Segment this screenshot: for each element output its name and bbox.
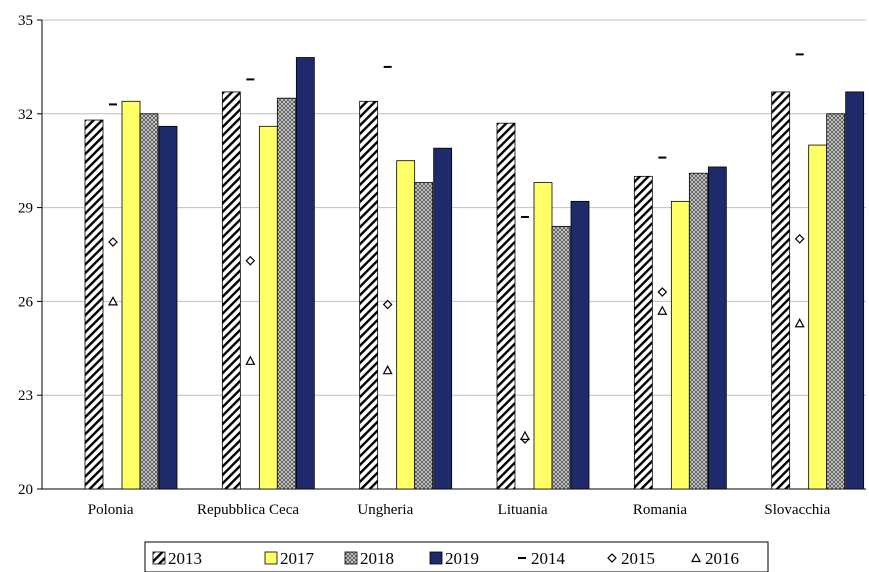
legend-item-2013-label: 2013 bbox=[168, 549, 202, 568]
x-tick-label: Polonia bbox=[88, 502, 134, 518]
bar-2017-repubblica-ceca bbox=[258, 125, 278, 490]
y-tick-label: 29 bbox=[18, 201, 33, 217]
x-tick-label: Lituania bbox=[498, 502, 548, 518]
bar-2019-ungheria bbox=[433, 147, 453, 490]
marker-2016-repubblica-ceca bbox=[245, 355, 256, 365]
legend-item-2014-label: 2014 bbox=[531, 549, 566, 568]
y-tick-label: 23 bbox=[18, 388, 33, 404]
x-tick-label: Slovacchia bbox=[764, 502, 830, 518]
y-tick-label: 32 bbox=[18, 107, 33, 123]
legend-item-2015-swatch bbox=[607, 553, 617, 563]
marker-2016-ungheria bbox=[382, 364, 393, 375]
x-tick-label: Romania bbox=[633, 502, 687, 518]
legend-item-2018-swatch bbox=[344, 551, 358, 565]
bar-2018-slovacchia bbox=[826, 113, 846, 490]
bar-2017-slovacchia bbox=[808, 144, 828, 490]
legend-item-2017-label: 2017 bbox=[280, 549, 315, 568]
marker-2015-polonia bbox=[108, 237, 118, 247]
marker-2016-lituania bbox=[520, 430, 530, 440]
marker-2016-polonia bbox=[108, 296, 118, 306]
legend-item-2016-label: 2016 bbox=[705, 549, 739, 568]
bar-2018-ungheria bbox=[414, 182, 434, 490]
legend-item-2018-label: 2018 bbox=[360, 549, 394, 568]
legend-item-2019-swatch bbox=[429, 551, 443, 565]
x-tick-label: Ungheria bbox=[357, 502, 413, 518]
legend-item-2017-swatch bbox=[264, 551, 278, 565]
y-tick-label: 20 bbox=[18, 482, 33, 498]
bar-2017-romania bbox=[670, 200, 690, 490]
bar-2019-slovacchia bbox=[845, 91, 865, 490]
bar-2013-repubblica-ceca bbox=[221, 91, 241, 490]
legend: 2013 2017 2018 2019 2014 2015 2016 bbox=[144, 541, 769, 572]
legend-box bbox=[144, 541, 769, 572]
x-tick-label: Repubblica Ceca bbox=[197, 502, 299, 518]
bar-2018-repubblica-ceca bbox=[276, 97, 296, 490]
bar-2013-lituania bbox=[496, 122, 516, 490]
legend-item-2016-swatch bbox=[691, 552, 701, 563]
legend-item-2013-swatch bbox=[152, 551, 166, 565]
bar-2017-lituania bbox=[533, 182, 553, 490]
bar-2013-slovacchia bbox=[771, 91, 791, 490]
bar-2018-romania bbox=[688, 172, 708, 490]
bar-2019-polonia bbox=[158, 125, 178, 490]
marker-2015-romania bbox=[657, 287, 668, 297]
y-tick-label: 35 bbox=[18, 13, 33, 29]
marker-2015-repubblica-ceca bbox=[245, 255, 256, 266]
plot-area: 20 23 26 29 32 35 Polonia Repubblica Ceca Ungher… bbox=[18, 13, 866, 518]
legend-item-2015-label: 2015 bbox=[621, 549, 655, 568]
marker-2015-slovacchia bbox=[794, 234, 805, 244]
bar-2019-romania bbox=[707, 166, 727, 490]
bar-2019-repubblica-ceca bbox=[295, 57, 315, 490]
bar-2013-ungheria bbox=[359, 100, 379, 490]
marker-2015-ungheria bbox=[382, 299, 393, 310]
bar-2017-polonia bbox=[121, 100, 141, 490]
marker-2016-slovacchia bbox=[794, 318, 805, 328]
legend-item-2019-label: 2019 bbox=[445, 549, 479, 568]
bar-2018-polonia bbox=[139, 113, 159, 490]
bar-2017-ungheria bbox=[396, 160, 416, 490]
bar-2013-polonia bbox=[84, 119, 104, 490]
bar-2013-romania bbox=[633, 175, 653, 490]
bar-2018-lituania bbox=[551, 225, 571, 490]
marker-2016-romania bbox=[657, 305, 668, 315]
bar-2019-lituania bbox=[570, 200, 590, 490]
y-tick-label: 26 bbox=[18, 294, 34, 310]
